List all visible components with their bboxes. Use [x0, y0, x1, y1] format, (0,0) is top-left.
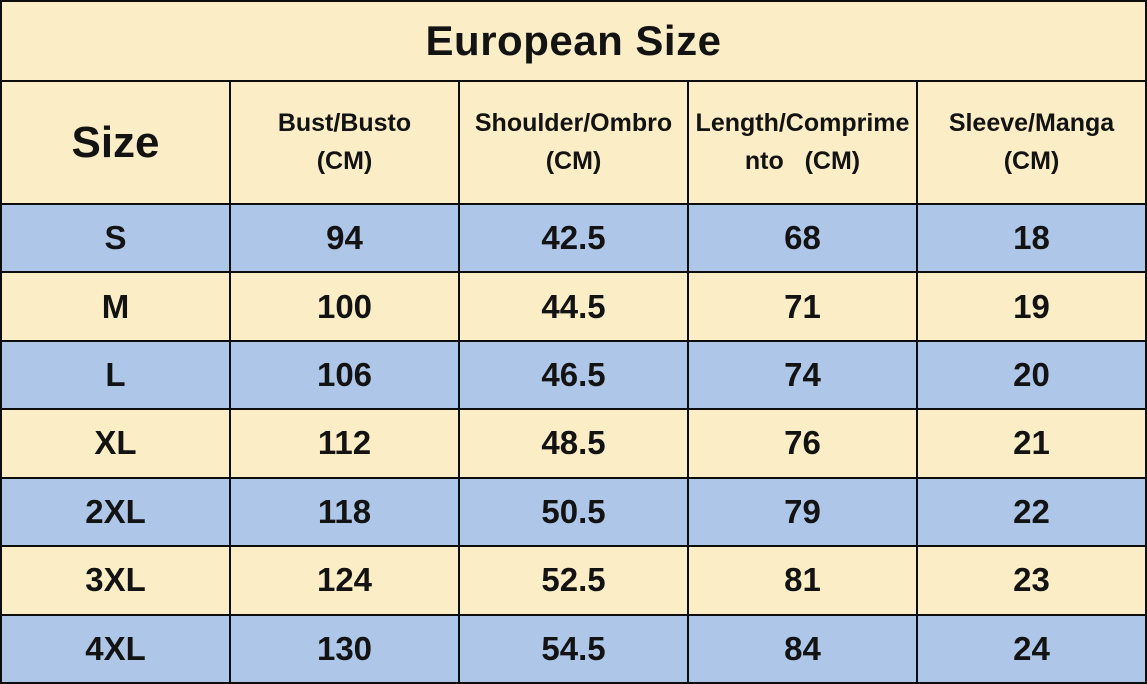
- header-cell-shoulder: Shoulder/Ombro (CM): [458, 82, 687, 203]
- length-cell: 79: [687, 478, 916, 546]
- header-label: Size: [71, 117, 160, 167]
- length-cell: 84: [687, 615, 916, 682]
- shoulder-cell: 42.5: [458, 205, 687, 272]
- size-cell: 2XL: [85, 492, 146, 530]
- header-cell-sleeve: Sleeve/Manga (CM): [916, 82, 1145, 203]
- header-unit: (CM): [316, 146, 373, 175]
- bust-cell: 118: [229, 478, 458, 546]
- sleeve-cell: 19: [916, 273, 1145, 340]
- bust-cell: 100: [229, 273, 458, 340]
- header-label: Shoulder/Ombro: [474, 109, 673, 137]
- bust-cell: 130: [229, 615, 458, 682]
- size-cell: 4XL: [85, 629, 146, 667]
- table-row-s: S 94 42.5 68 18: [2, 203, 1145, 272]
- size-cell: L: [105, 356, 126, 394]
- bust-cell: 106: [229, 341, 458, 409]
- shoulder-cell: 52.5: [458, 547, 687, 614]
- header-cell-bust: Bust/Busto (CM): [229, 82, 458, 203]
- sleeve-cell: 22: [916, 478, 1145, 546]
- header-label: Length/Comprime: [695, 109, 910, 137]
- header-cell-length: Length/Comprime nto (CM): [687, 82, 916, 203]
- shoulder-cell: 48.5: [458, 410, 687, 477]
- table-header-row: Size Bust/Busto (CM) Shoulder/Ombro (CM)…: [2, 80, 1145, 203]
- table-title-row: European Size: [2, 2, 1145, 80]
- shoulder-cell: 50.5: [458, 478, 687, 546]
- page-title: European Size: [425, 17, 722, 64]
- sleeve-cell: 21: [916, 410, 1145, 477]
- table-row-m: M 100 44.5 71 19: [2, 271, 1145, 340]
- header-label: Sleeve/Manga: [948, 109, 1115, 137]
- table-row-l: L 106 46.5 74 20: [2, 339, 1145, 409]
- size-cell: 3XL: [85, 561, 146, 599]
- table-row-3xl: 3XL 124 52.5 81 23: [2, 545, 1145, 614]
- header-unit: (CM): [1003, 146, 1060, 175]
- header-cell-size: Size: [2, 82, 229, 203]
- size-cell: XL: [94, 424, 137, 462]
- bust-cell: 112: [229, 410, 458, 477]
- header-unit: (CM): [545, 146, 602, 175]
- shoulder-cell: 54.5: [458, 615, 687, 682]
- size-cell: M: [101, 287, 130, 325]
- length-cell: 68: [687, 205, 916, 272]
- header-label: Bust/Busto: [277, 109, 412, 137]
- length-cell: 71: [687, 273, 916, 340]
- header-unit: nto (CM): [744, 146, 861, 175]
- length-cell: 74: [687, 341, 916, 409]
- shoulder-cell: 46.5: [458, 341, 687, 409]
- sleeve-cell: 20: [916, 341, 1145, 409]
- sleeve-cell: 18: [916, 205, 1145, 272]
- sleeve-cell: 23: [916, 547, 1145, 614]
- length-cell: 81: [687, 547, 916, 614]
- bust-cell: 124: [229, 547, 458, 614]
- shoulder-cell: 44.5: [458, 273, 687, 340]
- length-cell: 76: [687, 410, 916, 477]
- sleeve-cell: 24: [916, 615, 1145, 682]
- bust-cell: 94: [229, 205, 458, 272]
- table-row-xl: XL 112 48.5 76 21: [2, 408, 1145, 477]
- table-row-4xl: 4XL 130 54.5 84 24: [2, 613, 1145, 682]
- size-cell: S: [104, 219, 127, 257]
- table-row-2xl: 2XL 118 50.5 79 22: [2, 476, 1145, 546]
